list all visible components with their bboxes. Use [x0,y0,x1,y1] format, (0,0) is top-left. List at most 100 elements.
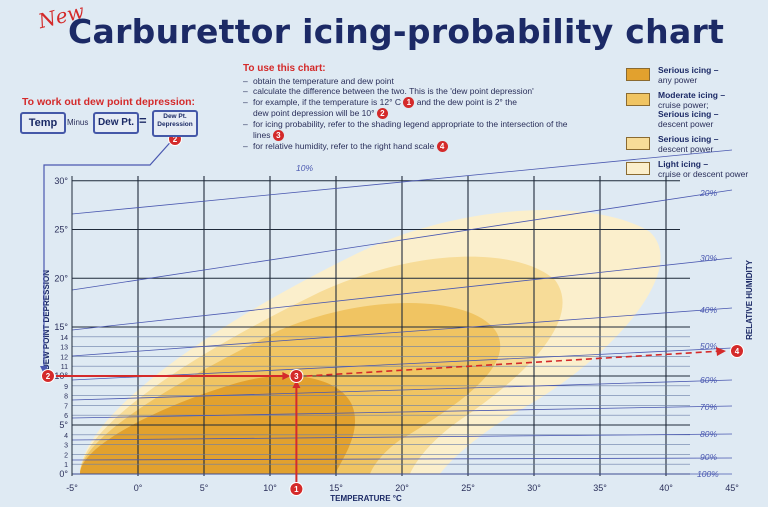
y-tick-label: 6 [64,413,68,420]
humidity-line [71,457,733,461]
y-tick-label: 20° [54,273,68,283]
humidity-label: 80% [700,429,717,439]
y-axis-title: DEW POINT DEPRESSION [42,270,51,370]
x-tick-label: 35° [593,483,607,493]
x-tick-label: 30° [527,483,541,493]
y2-axis-title: RELATIVE HUMIDITY [745,259,754,340]
plot-area [80,210,661,474]
humidity-line [71,307,733,357]
dew-point-arrowhead [40,366,48,374]
legend-title: Light icing – [658,159,709,169]
equals-sign: = [139,113,147,128]
x-tick-label: 15° [329,483,343,493]
y-tick-label: 30° [54,176,68,186]
x-tick-label: 20° [395,483,409,493]
humidity-label: 50% [700,341,717,351]
humidity-line [71,257,733,331]
humidity-label: 20% [699,188,717,198]
legend-swatch [626,137,650,150]
legend-item: Serious icing – descent power [626,134,766,154]
legend-title: Serious icing – [658,109,719,119]
x-tick-label: 10° [263,483,277,493]
marker-3-label: 3 [294,372,299,381]
legend-swatch [626,68,650,81]
marker-badge-4: 4 [436,141,448,152]
legend-desc: cruise power; [658,99,709,110]
humidity-label: 10% [296,163,313,173]
legend-item: Light icing – cruise or descent power [626,159,766,179]
x-tick-label: 25° [461,483,475,493]
x-tick-label: 45° [725,483,739,493]
instruction-step: for icing probability, refer to the shad… [253,119,568,140]
minus-label: Minus [67,118,89,127]
dew-point-heading: To work out dew point depression: [22,96,196,108]
humidity-label: 90% [700,452,717,462]
x-tick-label: 0° [134,483,143,493]
y-tick-label: 3 [64,443,68,450]
y-tick-label: 9 [64,384,68,391]
legend: Serious icing – any power Moderate icing … [626,65,766,185]
humidity-line [71,433,733,441]
y-tick-label: 5° [59,420,68,430]
instruction-step: and the dew point is 2° the [416,96,517,107]
y-tick-label: 13 [60,345,68,352]
legend-title: Moderate icing – [658,90,726,100]
marker-1 [289,482,304,496]
marker-2 [41,369,55,383]
marker-4 [730,344,744,358]
humidity-label: 70% [700,402,717,412]
instruction-step: for relative humidity, refer to the righ… [253,140,435,151]
temp-box: Temp [20,112,66,134]
humidity-label: 30% [700,253,717,263]
y-tick-label: 11 [61,364,68,371]
instruction-step: for example, if the temperature is 12° C [253,96,401,107]
humidity-label: 40% [700,305,717,315]
y-tick-label: 1 [64,462,68,469]
instruction-step: dew point depression will be 10° [253,107,375,118]
legend-swatch [626,93,650,106]
marker-2-label: 2 [46,372,51,381]
legend-title: Serious icing – [658,65,719,75]
x-tick-label: -5° [66,483,78,493]
humidity-line [71,189,733,291]
legend-desc: cruise or descent power [658,168,749,179]
marker-badge-1: 1 [403,96,415,108]
marker-badge-2: 2 [376,108,388,119]
x-axis-title: TEMPERATURE °C [330,494,402,503]
dew-point-depression-box: Dew Pt. Depression [152,110,198,137]
example-dewpoint-arrowhead [282,372,291,380]
dew-point-box: Dew Pt. [93,112,139,134]
marker-1-label: 1 [294,485,299,494]
legend-desc: descent power [658,118,714,129]
instructions: To use this chart: – obtain the temperatu… [243,63,583,152]
instruction-step: calculate the difference between the two… [253,86,534,96]
page-title: Carburettor icing-probability chart [68,12,725,51]
example-temp-arrowhead [292,380,301,388]
y-tick-label: 7 [64,403,68,410]
y-tick-label: 0° [59,469,68,479]
humidity-line [71,405,733,419]
legend-desc: any power [658,74,698,85]
instructions-heading: To use this chart: [243,63,326,74]
humidity-label: 60% [700,375,717,385]
legend-swatch [626,162,650,175]
y-tick-label: 2 [64,452,68,459]
humidity-line [71,347,733,381]
marker-4-label: 4 [735,347,740,356]
x-tick-label: 40° [659,483,673,493]
legend-desc: descent power [658,143,714,154]
example-humidity-arrowhead [716,347,726,356]
y-tick-label: 15° [54,322,68,332]
humidity-label: 100% [697,469,719,479]
marker-3 [289,369,304,383]
x-tick-label: 5° [200,483,209,493]
marker-2-formula-label: 2 [173,135,178,144]
dew-point-arrow [43,136,176,372]
instruction-step: obtain the temperature and dew point [253,75,394,86]
legend-title: Serious icing – [658,134,719,144]
y-tick-label: 8 [64,394,68,401]
marker-badge-3: 3 [272,129,284,141]
y-tick-label: 25° [54,225,68,235]
y-tick-label: 14 [60,335,68,342]
